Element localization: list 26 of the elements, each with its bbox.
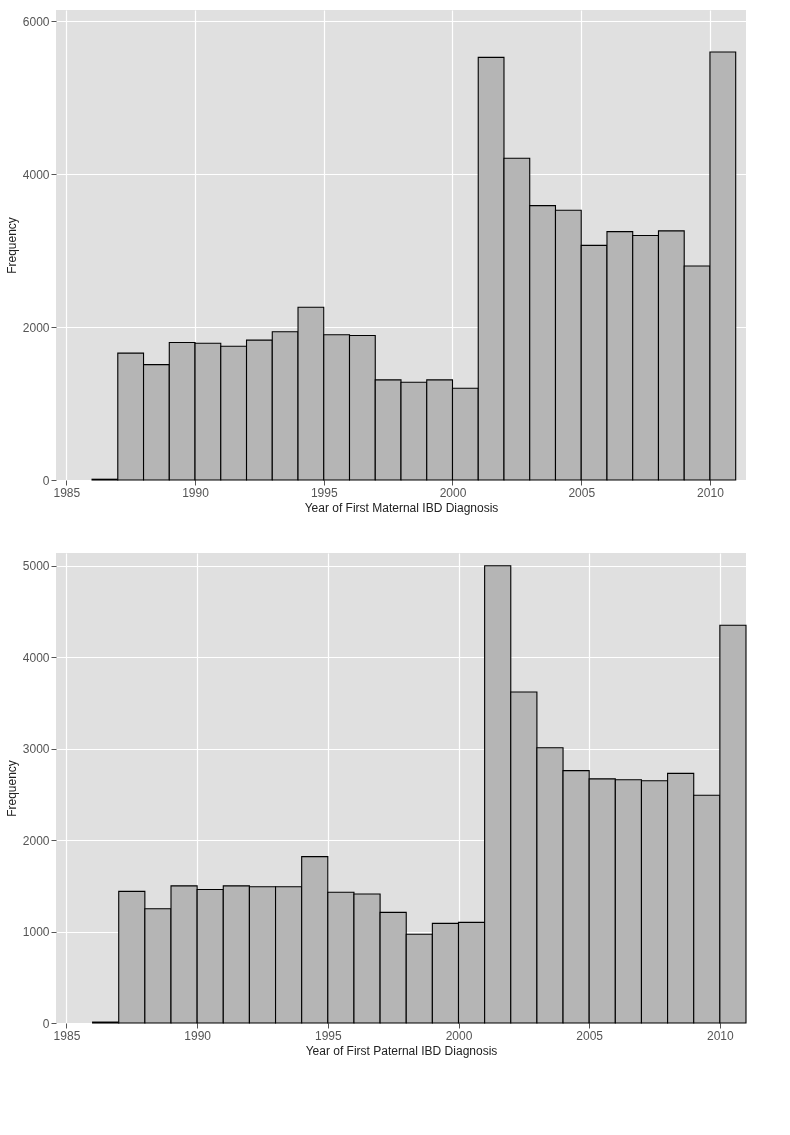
y-tick-label: 2000 xyxy=(22,833,50,848)
y-tick-label: 4000 xyxy=(22,650,50,665)
y-axis-title: Frequency xyxy=(4,217,19,274)
x-tick-label: 2000 xyxy=(439,485,467,500)
x-tick-label: 1990 xyxy=(184,1028,212,1043)
y-tick-label: 2000 xyxy=(22,320,50,335)
x-tick-label: 2010 xyxy=(697,485,725,500)
x-axis-title: Year of First Paternal IBD Diagnosis xyxy=(305,1043,498,1058)
x-tick-label: 1995 xyxy=(310,485,338,500)
x-tick-label: 1985 xyxy=(53,485,81,500)
x-axis-title: Year of First Maternal IBD Diagnosis xyxy=(304,500,499,515)
y-tick-label: 0 xyxy=(42,1016,50,1031)
x-tick-label: 1985 xyxy=(53,1028,81,1043)
x-tick-label: 1990 xyxy=(182,485,210,500)
y-tick-label: 5000 xyxy=(22,559,50,574)
y-tick-label: 0 xyxy=(42,473,50,488)
x-tick-label: 2010 xyxy=(707,1028,735,1043)
x-tick-label: 2005 xyxy=(576,1028,604,1043)
x-tick-label: 2005 xyxy=(568,485,596,500)
y-tick-label: 6000 xyxy=(22,14,50,29)
y-tick-label: 3000 xyxy=(22,742,50,757)
y-tick-label: 1000 xyxy=(22,925,50,940)
x-tick-label: 2000 xyxy=(445,1028,473,1043)
y-tick-label: 4000 xyxy=(22,167,50,182)
y-axis-title: Frequency xyxy=(4,760,19,817)
x-tick-label: 1995 xyxy=(314,1028,342,1043)
